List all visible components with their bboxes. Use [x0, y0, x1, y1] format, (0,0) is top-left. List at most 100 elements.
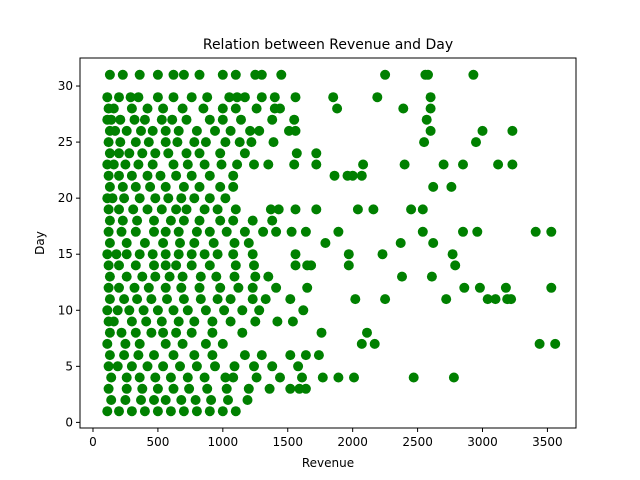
data-point [114, 260, 124, 271]
data-point [263, 159, 274, 170]
data-point [176, 395, 187, 405]
data-point [236, 114, 246, 125]
data-point [162, 294, 172, 305]
data-point [175, 361, 185, 372]
data-point [293, 361, 304, 372]
data-point [230, 69, 241, 80]
data-point [507, 125, 518, 136]
data-point [134, 338, 145, 349]
x-tick-label: 3000 [467, 435, 498, 449]
data-point [372, 92, 383, 103]
data-point [173, 226, 184, 237]
data-point [177, 103, 188, 114]
data-point [300, 350, 311, 361]
data-point [369, 338, 380, 349]
data-point [228, 372, 239, 383]
data-point [126, 103, 137, 114]
data-point [126, 406, 137, 417]
data-point [217, 338, 228, 349]
data-point [149, 215, 159, 226]
data-point [134, 69, 145, 80]
data-point [173, 249, 184, 260]
data-point [152, 406, 163, 417]
x-axis-label: Revenue [302, 456, 354, 470]
data-point [249, 361, 259, 372]
data-point [160, 181, 171, 192]
data-point [477, 125, 488, 136]
data-point [133, 350, 144, 361]
data-point [285, 383, 296, 394]
data-point [228, 181, 239, 192]
data-point [406, 204, 417, 215]
data-point [200, 137, 211, 148]
x-tick-label: 2000 [337, 435, 368, 449]
data-point [311, 204, 322, 215]
data-point [256, 69, 267, 80]
data-point [102, 305, 113, 316]
data-point [249, 159, 259, 170]
data-point [230, 204, 241, 215]
data-point [160, 125, 171, 136]
data-point [147, 249, 158, 260]
data-point [230, 406, 241, 417]
plot-frame [79, 57, 577, 429]
data-point [171, 327, 182, 338]
data-point [417, 204, 428, 215]
data-point [147, 125, 158, 136]
data-point [142, 170, 153, 181]
data-point [256, 350, 267, 361]
data-point [446, 181, 457, 192]
data-point [142, 204, 153, 215]
data-point [428, 238, 439, 248]
data-point [189, 193, 200, 204]
data-point [117, 69, 128, 80]
data-point [173, 125, 184, 136]
data-point [136, 395, 146, 405]
data-point [114, 406, 124, 417]
y-tick-label: 25 [58, 135, 73, 149]
data-point [152, 383, 163, 394]
data-point [380, 294, 391, 305]
data-point [149, 260, 159, 271]
data-point [191, 125, 202, 136]
data-point [147, 159, 158, 170]
data-point [121, 383, 132, 394]
data-point [184, 383, 195, 394]
data-point [165, 215, 176, 226]
x-tick-label: 1500 [272, 435, 303, 449]
data-point [333, 226, 344, 237]
data-point [160, 226, 171, 237]
data-point [471, 137, 481, 148]
data-point [228, 249, 239, 260]
data-point [202, 383, 213, 394]
data-point [426, 271, 437, 282]
data-point [350, 294, 361, 305]
data-point [102, 92, 113, 103]
data-point [121, 125, 132, 136]
data-point [191, 226, 202, 237]
data-point [267, 114, 278, 125]
data-point [269, 92, 280, 103]
data-point [245, 125, 256, 136]
data-point [317, 372, 328, 383]
data-point [507, 159, 518, 170]
data-point [178, 215, 189, 226]
data-point [138, 305, 149, 316]
data-point [117, 215, 128, 226]
data-point [395, 238, 406, 248]
data-point [186, 92, 197, 103]
data-point [158, 327, 169, 338]
data-point [139, 406, 150, 417]
data-point [172, 137, 183, 148]
data-point [104, 238, 115, 248]
data-point [229, 238, 240, 248]
data-point [215, 148, 226, 159]
data-point [194, 215, 205, 226]
data-point [490, 294, 501, 305]
data-point [397, 271, 407, 282]
data-point [329, 170, 340, 181]
data-point [247, 294, 258, 305]
data-point [550, 338, 561, 349]
data-point [208, 238, 219, 248]
chart-title: Relation between Revenue and Day [203, 37, 453, 53]
